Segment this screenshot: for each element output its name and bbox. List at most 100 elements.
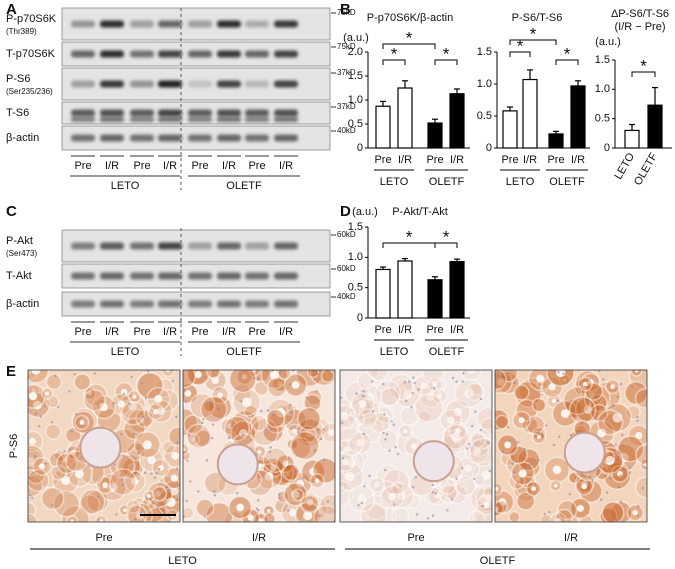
nucleus: [280, 463, 283, 466]
lumen: [226, 423, 232, 429]
bar: [502, 110, 518, 149]
nucleus: [317, 428, 320, 431]
lane-label: I/R: [222, 326, 236, 338]
tubule: [136, 371, 165, 400]
lumen: [266, 508, 271, 513]
nucleus: [269, 446, 272, 449]
nucleus: [175, 415, 178, 418]
nucleus: [175, 467, 179, 470]
nucleus: [51, 421, 54, 424]
blot-band: [217, 242, 241, 250]
nucleus: [266, 409, 269, 412]
sig-star: *: [564, 44, 571, 63]
tubule: [634, 476, 647, 499]
panel-label: C: [6, 203, 17, 220]
nucleus: [568, 492, 571, 496]
nucleus: [211, 423, 215, 426]
nucleus: [455, 477, 458, 481]
nucleus: [186, 459, 189, 462]
lumen: [165, 370, 171, 373]
lumen: [576, 504, 584, 512]
sig-bracket: [631, 71, 656, 77]
lumen: [560, 409, 570, 418]
x-tick-label: Pre: [426, 154, 443, 166]
tubule: [185, 423, 212, 449]
tubule: [52, 490, 81, 518]
nucleus: [455, 380, 458, 383]
nucleus: [189, 480, 192, 483]
nucleus: [508, 439, 511, 442]
nucleus: [363, 485, 366, 488]
lumen: [99, 519, 104, 522]
lane-label: I/R: [163, 160, 177, 172]
nucleus: [316, 372, 319, 376]
blot-band: [245, 272, 269, 280]
nucleus: [132, 432, 136, 436]
tubule: [414, 393, 444, 423]
nucleus: [341, 456, 345, 460]
chart-title: ΔP-S6/T-S6: [611, 8, 669, 20]
nucleus: [143, 471, 147, 474]
y-tick-label: 0: [486, 142, 492, 154]
nucleus: [156, 505, 160, 508]
lumen: [582, 381, 588, 387]
nucleus: [213, 494, 217, 497]
tubule: [439, 477, 457, 495]
group-label: LETO: [111, 346, 140, 358]
group-label: OLETF: [226, 180, 262, 192]
nucleus: [431, 483, 435, 487]
nucleus: [146, 370, 150, 373]
tubule: [356, 372, 374, 390]
y-tick-label: 0: [357, 312, 363, 324]
nucleus: [212, 490, 216, 493]
lumen: [495, 486, 499, 491]
tubule: [183, 449, 191, 461]
bar: [375, 105, 391, 149]
x-tick-label: Pre: [501, 154, 518, 166]
nucleus: [631, 385, 634, 388]
tubule: [625, 404, 641, 421]
blot-band: [217, 134, 241, 142]
blot-label: β-actin: [6, 132, 39, 144]
nucleus: [75, 412, 78, 416]
nucleus: [392, 503, 396, 506]
lumen: [632, 509, 638, 516]
nucleus: [361, 394, 365, 398]
blot-band: [100, 109, 124, 117]
blot-band: [274, 300, 298, 308]
lumen: [277, 381, 283, 387]
sig-star: *: [517, 36, 524, 55]
blot-band: [100, 300, 124, 308]
nucleus: [580, 422, 584, 425]
blot-band: [245, 109, 269, 117]
nucleus: [506, 426, 510, 429]
blot-band: [274, 20, 298, 28]
x-tick-label: Pre: [374, 324, 391, 336]
blot-band: [188, 300, 212, 308]
blot-band: [188, 80, 212, 88]
bar: [522, 78, 538, 149]
nucleus: [341, 421, 344, 424]
x-tick-label: I/R: [398, 324, 412, 336]
group-label: LETO: [506, 176, 535, 188]
tubule: [66, 515, 79, 522]
lane-label: Pre: [191, 160, 208, 172]
lumen: [581, 483, 588, 490]
tubule: [300, 494, 320, 514]
nucleus: [628, 467, 632, 470]
lumen: [154, 394, 163, 403]
blot-band: [188, 20, 212, 28]
nucleus: [130, 375, 133, 379]
tubule: [146, 481, 173, 508]
nucleus: [235, 492, 239, 495]
blot-band: [130, 134, 154, 142]
chart-subtitle: (I/R − Pre): [614, 21, 665, 33]
tubule: [290, 431, 320, 461]
blot-band: [245, 20, 269, 28]
group-label: OLETF: [226, 346, 262, 358]
nucleus: [426, 517, 430, 520]
sig-bracket: [509, 39, 557, 45]
tubule: [634, 388, 647, 409]
nucleus: [120, 478, 124, 481]
blot-band: [274, 80, 298, 88]
